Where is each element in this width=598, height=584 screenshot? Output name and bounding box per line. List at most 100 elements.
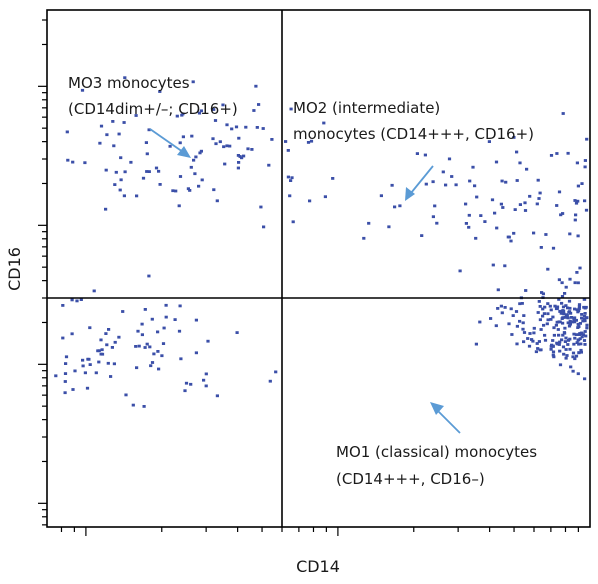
data-point [579, 348, 583, 352]
data-point [117, 335, 121, 339]
data-point [559, 311, 563, 315]
data-point [149, 364, 153, 368]
data-point [551, 344, 555, 348]
data-point [569, 316, 573, 319]
data-point [473, 184, 477, 188]
data-point [563, 340, 567, 343]
data-point [552, 333, 556, 337]
data-point [255, 126, 259, 129]
data-point [214, 142, 218, 146]
data-point [518, 203, 522, 206]
data-point [540, 291, 544, 294]
data-point [530, 338, 534, 341]
data-point [548, 304, 552, 308]
data-point [580, 335, 584, 339]
data-point [489, 317, 493, 320]
annotation-mo3: MO3 monocytes (CD14dim+/–; CD16+) [68, 74, 238, 158]
data-point [585, 316, 589, 320]
data-point [546, 302, 550, 305]
data-point [573, 199, 577, 202]
data-point [542, 323, 546, 327]
data-point [107, 328, 111, 331]
data-point [576, 338, 580, 342]
data-point [567, 299, 572, 303]
data-point [573, 320, 577, 324]
data-point [254, 84, 258, 88]
data-point [557, 190, 562, 194]
data-point [561, 321, 565, 325]
data-point [212, 108, 216, 111]
data-point [444, 183, 448, 187]
y-axis-ticks [38, 19, 47, 526]
data-point [532, 231, 536, 235]
data-point [286, 175, 290, 179]
data-point [98, 141, 102, 145]
data-point [199, 109, 203, 113]
data-point [568, 322, 572, 326]
data-point [574, 354, 579, 358]
data-point [218, 140, 222, 144]
data-point [573, 307, 577, 311]
annotation-mo3-arrowhead [177, 146, 191, 158]
data-point [257, 103, 261, 106]
data-point [577, 351, 581, 354]
data-point [143, 308, 147, 311]
data-point [70, 298, 74, 302]
data-point [564, 356, 568, 360]
data-point [152, 352, 156, 356]
data-point [509, 239, 513, 243]
data-point [212, 188, 216, 192]
data-point [513, 208, 517, 211]
data-point [186, 187, 190, 191]
data-point [160, 354, 164, 358]
data-point [583, 330, 587, 333]
data-point [555, 305, 560, 309]
data-point [576, 184, 580, 188]
data-point [554, 323, 558, 327]
annotation-mo1: MO1 (classical) monocytes (CD14+++, CD16… [336, 402, 537, 488]
data-point [387, 225, 391, 229]
data-point [549, 347, 553, 351]
data-point [64, 362, 68, 365]
data-point [555, 342, 559, 346]
data-point [156, 350, 160, 353]
data-point [561, 333, 565, 337]
data-point [555, 307, 559, 310]
data-point [579, 350, 583, 354]
data-point [562, 309, 566, 313]
data-point [504, 180, 508, 184]
data-point [111, 120, 115, 123]
data-point [286, 149, 290, 152]
data-point [97, 360, 101, 364]
data-point [431, 180, 435, 184]
data-point [563, 292, 567, 295]
data-point [507, 322, 511, 326]
data-point [290, 176, 294, 180]
data-point [147, 128, 151, 132]
annotation-mo2-arrow [410, 165, 434, 194]
data-point [145, 152, 149, 156]
data-point [564, 348, 568, 351]
data-point [171, 189, 175, 193]
data-point [557, 320, 561, 324]
data-point [496, 307, 500, 310]
data-point [500, 179, 504, 183]
data-point [573, 281, 577, 285]
data-point [177, 329, 182, 333]
data-point [583, 343, 587, 346]
data-point [539, 328, 543, 331]
data-point [577, 307, 581, 311]
data-point [71, 160, 75, 164]
data-point [514, 310, 519, 313]
data-point [583, 306, 587, 310]
data-point [63, 372, 68, 375]
data-point [204, 372, 208, 376]
data-point [503, 306, 507, 309]
data-point [104, 207, 108, 211]
data-point [564, 336, 568, 340]
data-point [580, 313, 584, 316]
data-point [112, 362, 116, 366]
annotation-mo2: MO2 (intermediate) monocytes (CD14+++, C… [293, 99, 534, 201]
data-point [537, 197, 541, 200]
